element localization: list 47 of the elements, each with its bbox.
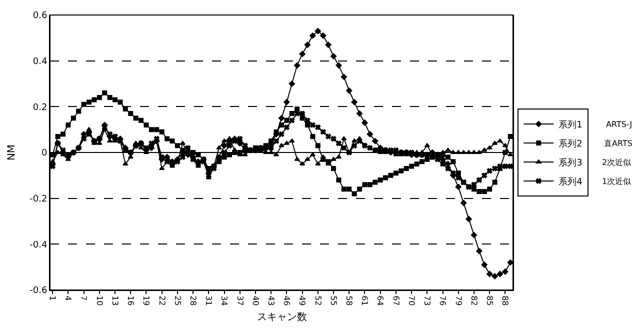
text: ARTS-J (606, 120, 632, 129)
text: 1次近似 (602, 177, 632, 186)
x-tick-label: 70 (406, 296, 416, 306)
x-tick-label: 76 (438, 296, 448, 306)
x-tick-label: 43 (266, 296, 276, 306)
x-tick-label: 67 (391, 296, 400, 306)
x-tick-label: 19 (142, 296, 151, 306)
x-tick-label: 88 (500, 296, 510, 306)
x-tick-label: 22 (157, 296, 166, 306)
legend-label: 系列1 (558, 120, 582, 131)
text: 直ARTS (604, 139, 632, 148)
x-tick-label: 79 (454, 296, 463, 306)
legend-label: 系列3 (558, 158, 582, 169)
x-tick-label: 4 (64, 296, 73, 301)
x-axis-title: スキャン数 (257, 312, 307, 323)
x-tick-label: 61 (360, 296, 370, 306)
x-tick-label: 40 (250, 296, 260, 306)
legend-label: 系列4 (558, 176, 583, 188)
x-tick-label: 28 (188, 296, 198, 306)
x-tick-label: 25 (172, 296, 182, 306)
y-tick-label: -0.4 (30, 240, 48, 250)
legend-label: 系列2 (558, 138, 582, 150)
x-tick-label: 1 (48, 296, 57, 301)
x-tick-label: 58 (344, 296, 354, 306)
x-tick-label: 52 (313, 296, 322, 306)
x-tick-label: 10 (94, 296, 104, 306)
y-tick-label: -0.2 (30, 194, 48, 204)
x-tick-label: 82 (469, 296, 478, 306)
x-tick-label: 16 (126, 296, 136, 306)
x-tick-label: 34 (220, 296, 229, 306)
x-tick-label: 37 (235, 296, 244, 306)
y-tick-label: 0.6 (32, 11, 48, 22)
x-tick-label: 49 (298, 296, 307, 306)
x-tick-label: 64 (376, 296, 385, 306)
y-tick-label: 0 (41, 148, 48, 159)
x-tick-label: 55 (328, 296, 338, 306)
y-tick-label: 0.2 (32, 102, 48, 113)
y-tick-label: -0.6 (30, 286, 48, 296)
x-tick-label: 7 (79, 296, 88, 301)
y-axis-title: NM (6, 144, 18, 161)
x-tick-label: 13 (110, 296, 120, 306)
x-tick-label: 73 (422, 296, 432, 306)
text: 2次近似 (602, 158, 632, 167)
x-tick-label: 31 (204, 296, 214, 306)
x-tick-label: 46 (282, 296, 292, 306)
y-tick-label: 0.4 (32, 56, 48, 67)
x-tick-label: 85 (484, 296, 494, 306)
